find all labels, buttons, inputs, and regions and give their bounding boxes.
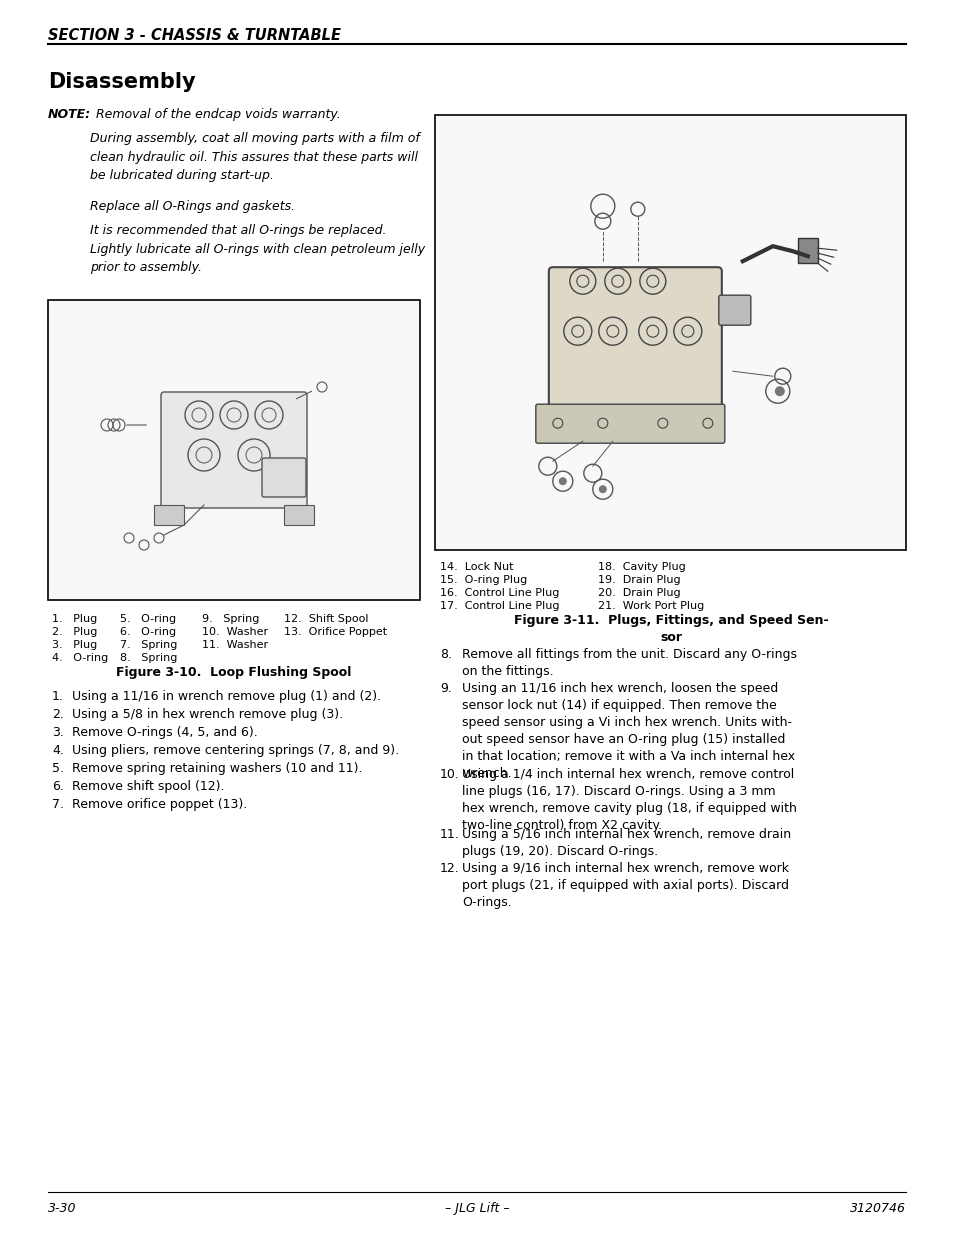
Text: Using a 5/16 inch internal hex wrench, remove drain
plugs (19, 20). Discard O-ri: Using a 5/16 inch internal hex wrench, r… xyxy=(461,827,790,858)
Text: Remove shift spool (12).: Remove shift spool (12). xyxy=(71,781,224,793)
Text: 1.: 1. xyxy=(52,690,64,703)
Bar xyxy=(797,238,817,263)
Text: 7.: 7. xyxy=(52,798,64,811)
Text: NOTE:: NOTE: xyxy=(48,107,91,121)
Text: 15.  O-ring Plug: 15. O-ring Plug xyxy=(439,576,527,585)
Text: It is recommended that all O-rings be replaced.
Lightly lubricate all O-rings wi: It is recommended that all O-rings be re… xyxy=(90,224,425,274)
Text: Removal of the endcap voids warranty.: Removal of the endcap voids warranty. xyxy=(88,107,340,121)
Text: 4.: 4. xyxy=(52,743,64,757)
Text: Using pliers, remove centering springs (7, 8, and 9).: Using pliers, remove centering springs (… xyxy=(71,743,398,757)
Text: 3.: 3. xyxy=(52,726,64,739)
Text: 18.  Cavity Plug: 18. Cavity Plug xyxy=(598,562,685,572)
Text: 1.   Plug: 1. Plug xyxy=(52,614,97,624)
FancyBboxPatch shape xyxy=(536,404,724,443)
Bar xyxy=(48,300,419,600)
Text: 6.: 6. xyxy=(52,781,64,793)
Text: 5.   O-ring: 5. O-ring xyxy=(120,614,176,624)
FancyBboxPatch shape xyxy=(548,267,721,415)
Text: Remove spring retaining washers (10 and 11).: Remove spring retaining washers (10 and … xyxy=(71,762,362,776)
Text: Using a 9/16 inch internal hex wrench, remove work
port plugs (21, if equipped w: Using a 9/16 inch internal hex wrench, r… xyxy=(461,862,788,909)
FancyBboxPatch shape xyxy=(262,458,306,496)
Text: 4.   O-ring: 4. O-ring xyxy=(52,653,108,663)
Text: Using an 11/16 inch hex wrench, loosen the speed
sensor lock nut (14) if equippe: Using an 11/16 inch hex wrench, loosen t… xyxy=(461,682,794,781)
Text: Figure 3-11.  Plugs, Fittings, and Speed Sen-
sor: Figure 3-11. Plugs, Fittings, and Speed … xyxy=(513,614,827,643)
Text: 8.: 8. xyxy=(439,648,452,661)
Bar xyxy=(284,505,314,525)
FancyBboxPatch shape xyxy=(161,391,307,508)
Text: SECTION 3 - CHASSIS & TURNTABLE: SECTION 3 - CHASSIS & TURNTABLE xyxy=(48,28,340,43)
Text: 13.  Orifice Poppet: 13. Orifice Poppet xyxy=(284,627,387,637)
Text: Disassembly: Disassembly xyxy=(48,72,195,91)
Text: 14.  Lock Nut: 14. Lock Nut xyxy=(439,562,513,572)
Text: 9.: 9. xyxy=(439,682,452,695)
FancyBboxPatch shape xyxy=(718,295,750,325)
Text: 20.  Drain Plug: 20. Drain Plug xyxy=(598,588,679,598)
Text: Using a 11/16 in wrench remove plug (1) and (2).: Using a 11/16 in wrench remove plug (1) … xyxy=(71,690,381,703)
Text: Figure 3-10.  Loop Flushing Spool: Figure 3-10. Loop Flushing Spool xyxy=(116,666,352,679)
Text: 3-30: 3-30 xyxy=(48,1202,76,1215)
Text: Replace all O-Rings and gaskets.: Replace all O-Rings and gaskets. xyxy=(90,200,294,212)
Text: 12.  Shift Spool: 12. Shift Spool xyxy=(284,614,368,624)
Circle shape xyxy=(774,387,784,396)
Text: 6.   O-ring: 6. O-ring xyxy=(120,627,176,637)
Bar xyxy=(153,505,184,525)
Text: Remove all fittings from the unit. Discard any O-rings
on the fittings.: Remove all fittings from the unit. Disca… xyxy=(461,648,796,678)
Text: – JLG Lift –: – JLG Lift – xyxy=(444,1202,509,1215)
Text: Remove O-rings (4, 5, and 6).: Remove O-rings (4, 5, and 6). xyxy=(71,726,257,739)
Text: Using a 5/8 in hex wrench remove plug (3).: Using a 5/8 in hex wrench remove plug (3… xyxy=(71,708,343,721)
Text: 19.  Drain Plug: 19. Drain Plug xyxy=(598,576,679,585)
Text: 3.   Plug: 3. Plug xyxy=(52,640,97,650)
Text: 2.: 2. xyxy=(52,708,64,721)
Circle shape xyxy=(598,485,606,493)
Text: 16.  Control Line Plug: 16. Control Line Plug xyxy=(439,588,558,598)
Bar xyxy=(435,115,905,550)
Text: 10.  Washer: 10. Washer xyxy=(202,627,268,637)
Text: During assembly, coat all moving parts with a film of
clean hydraulic oil. This : During assembly, coat all moving parts w… xyxy=(90,132,419,182)
Text: 8.   Spring: 8. Spring xyxy=(120,653,177,663)
Text: 10.: 10. xyxy=(439,768,459,781)
Text: 11.  Washer: 11. Washer xyxy=(202,640,268,650)
Text: 17.  Control Line Plug: 17. Control Line Plug xyxy=(439,601,558,611)
Text: 12.: 12. xyxy=(439,862,459,876)
Text: 2.   Plug: 2. Plug xyxy=(52,627,97,637)
Text: 11.: 11. xyxy=(439,827,459,841)
Text: 21.  Work Port Plug: 21. Work Port Plug xyxy=(598,601,703,611)
Text: 9.   Spring: 9. Spring xyxy=(202,614,259,624)
Circle shape xyxy=(558,477,566,485)
Text: 3120746: 3120746 xyxy=(849,1202,905,1215)
Text: Remove orifice poppet (13).: Remove orifice poppet (13). xyxy=(71,798,247,811)
Text: Using a 1/4 inch internal hex wrench, remove control
line plugs (16, 17). Discar: Using a 1/4 inch internal hex wrench, re… xyxy=(461,768,796,832)
Text: 5.: 5. xyxy=(52,762,64,776)
Text: 7.   Spring: 7. Spring xyxy=(120,640,177,650)
